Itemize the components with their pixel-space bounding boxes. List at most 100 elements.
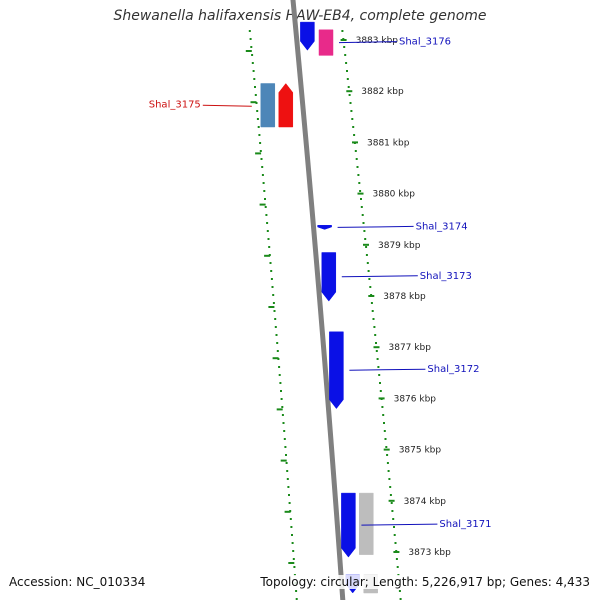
tick-label: 3875 kbp	[399, 446, 442, 456]
guide-dot-left	[288, 502, 291, 504]
guide-dot-right	[356, 166, 359, 168]
gene-shal-3171	[341, 492, 356, 558]
gene-label-leader	[361, 523, 438, 526]
gene-label-leader	[349, 368, 426, 371]
tick-label: 3876 kbp	[394, 394, 437, 404]
gene-label: Shal_3171	[439, 519, 491, 530]
guide-dot-left	[272, 294, 275, 296]
guide-dot-right	[375, 350, 378, 352]
gene-shal-3175	[278, 83, 294, 128]
guide-dot-left	[259, 150, 262, 152]
guide-dot-left	[251, 54, 254, 56]
guide-dot-right	[391, 510, 394, 512]
guide-dot-right	[352, 126, 355, 128]
guide-dot-left	[278, 366, 281, 368]
genome-summary-text: Topology: circular; Length: 5,226,917 bp…	[260, 575, 590, 589]
guide-dot-left	[284, 446, 287, 448]
guide-dot-left	[292, 550, 295, 552]
gene-label: Shal_3172	[427, 364, 479, 375]
tick-mark-left	[268, 306, 275, 308]
gene-label-leader	[337, 225, 414, 228]
guide-dot-right	[388, 478, 391, 480]
guide-dot-right	[382, 414, 385, 416]
guide-dot-left	[275, 334, 278, 336]
guide-dot-left	[291, 534, 293, 536]
guide-dot-left	[266, 230, 269, 232]
guide-dot-right	[360, 206, 363, 208]
guide-dot-left	[261, 174, 264, 176]
tick-label: 3880 kbp	[373, 190, 416, 200]
tick-mark-right	[368, 295, 375, 297]
guide-dot-left	[256, 110, 259, 112]
guide-dot-left	[266, 222, 269, 224]
gene-label: Shal_3174	[416, 221, 468, 232]
guide-dot-right	[386, 454, 389, 456]
tick-mark-right	[346, 90, 353, 93]
guide-dot-left	[287, 486, 290, 488]
tick-mark-left	[280, 459, 287, 462]
guide-dot-right	[348, 94, 351, 96]
tick-mark-right	[363, 243, 369, 246]
guide-dot-right	[386, 462, 389, 464]
guide-dot-right	[379, 382, 381, 384]
gene-feature	[260, 83, 276, 128]
dotted-guides	[248, 30, 402, 600]
tick-mark-left	[276, 408, 283, 411]
guide-dot-left	[271, 286, 274, 288]
guide-dot-left	[261, 166, 264, 168]
tick-label: 3883 kbp	[356, 36, 399, 46]
guide-dot-right	[378, 374, 381, 376]
guide-dot-right	[354, 150, 357, 152]
gene-feature	[359, 492, 374, 555]
genome-backbone	[290, 0, 346, 600]
guide-dot-right	[381, 406, 384, 408]
guide-dot-left	[251, 62, 254, 64]
gene-feature	[300, 21, 315, 51]
tick-mark-left	[259, 203, 266, 206]
guide-dot-right	[346, 78, 349, 80]
guide-dot-left	[270, 278, 273, 280]
guide-dot-right	[371, 310, 374, 312]
guide-dot-right	[363, 230, 366, 232]
guide-dot-left	[270, 270, 273, 272]
guide-dot-left	[260, 158, 263, 160]
guide-dot-left	[252, 70, 255, 72]
guide-dot-right	[384, 438, 387, 440]
guide-dot-left	[280, 398, 283, 400]
guide-dot-right	[393, 526, 395, 528]
guide-dot-left	[292, 558, 295, 560]
tick-mark-left	[245, 50, 252, 52]
guide-dot-left	[272, 302, 275, 304]
guide-dot-right	[392, 518, 395, 520]
guide-dot-left	[273, 310, 276, 312]
guide-dot-left	[253, 78, 256, 80]
guide-dot-left	[288, 494, 290, 496]
tick-mark-left	[288, 562, 295, 564]
guide-dot-right	[365, 254, 368, 256]
guide-dot-left	[265, 214, 268, 216]
tick-label: 3882 kbp	[361, 87, 404, 97]
guide-dot-right	[344, 54, 347, 56]
tick-label: 3874 kbp	[404, 497, 447, 507]
guide-dot-right	[374, 334, 377, 336]
guide-dot-right	[375, 342, 377, 344]
tick-mark-right	[378, 397, 385, 400]
gene-shal-3174	[317, 225, 332, 230]
guide-dot-left	[249, 38, 252, 40]
guide-dot-left	[269, 262, 272, 264]
guide-dot-left	[276, 350, 279, 352]
guide-dot-right	[349, 102, 352, 104]
guide-dot-right	[346, 70, 348, 72]
guide-dot-right	[361, 214, 364, 216]
guide-dot-right	[389, 486, 392, 488]
gene-labels: Shal_3176 Shal_3175 Shal_3174 Shal_3173 Shal…	[149, 37, 492, 530]
guide-dot-right	[364, 238, 367, 240]
guide-dot-left	[256, 118, 259, 120]
guide-dot-left	[285, 454, 287, 456]
guide-dot-right	[383, 430, 386, 432]
guide-dot-left	[286, 470, 289, 472]
tick-mark-right	[393, 551, 400, 553]
guide-dot-right	[350, 110, 353, 112]
guide-dot-left	[283, 430, 286, 432]
guide-dot-left	[264, 198, 266, 200]
